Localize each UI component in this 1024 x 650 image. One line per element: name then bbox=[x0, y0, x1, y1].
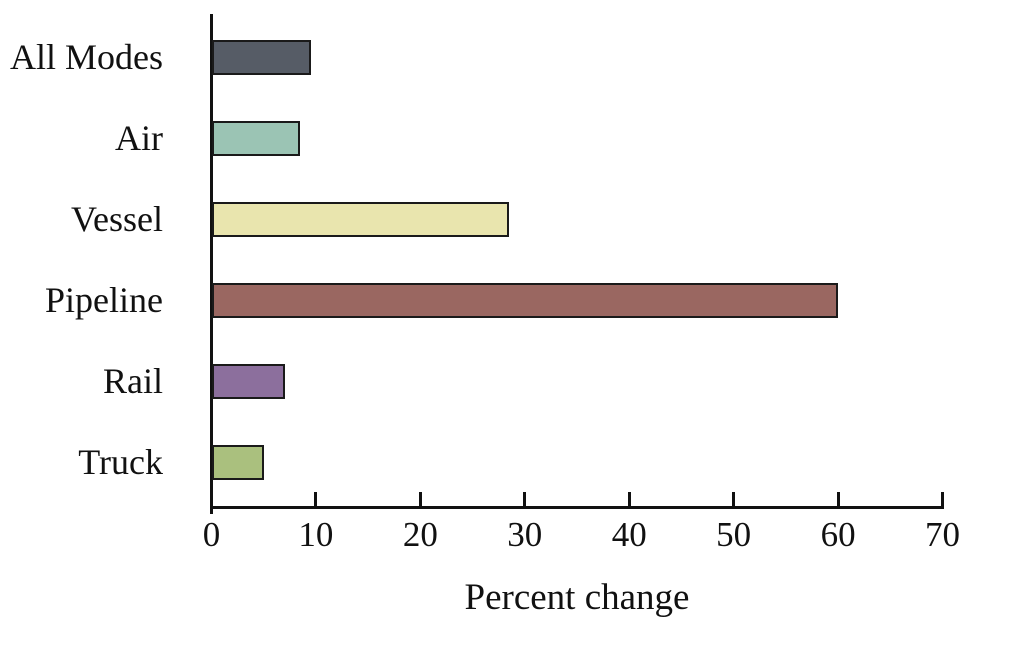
y-axis-line bbox=[210, 14, 213, 514]
x-tick-50 bbox=[732, 492, 736, 506]
x-tick-label-70: 70 bbox=[925, 515, 960, 554]
x-axis-line bbox=[210, 506, 944, 509]
bar-vessel bbox=[211, 202, 510, 237]
x-tick-label-20: 20 bbox=[402, 515, 438, 554]
category-label-truck: Truck bbox=[78, 442, 163, 482]
bar-rail bbox=[211, 364, 285, 399]
x-tick-label-10: 10 bbox=[298, 515, 334, 554]
x-tick-0 bbox=[210, 492, 213, 506]
x-tick-label-50: 50 bbox=[716, 515, 752, 554]
bar-air bbox=[211, 121, 301, 156]
x-tick-label-60: 60 bbox=[820, 515, 856, 554]
category-label-pipeline: Pipeline bbox=[45, 280, 163, 320]
category-label-vessel: Vessel bbox=[71, 199, 163, 239]
x-tick-label-0: 0 bbox=[202, 515, 221, 554]
x-tick-70 bbox=[941, 492, 944, 506]
x-tick-label-30: 30 bbox=[507, 515, 543, 554]
x-tick-40 bbox=[627, 492, 631, 506]
category-label-rail: Rail bbox=[103, 361, 163, 401]
x-tick-60 bbox=[836, 492, 840, 506]
bar-all-modes bbox=[211, 40, 311, 75]
bar-truck bbox=[211, 445, 264, 480]
x-tick-30 bbox=[523, 492, 527, 506]
x-tick-label-40: 40 bbox=[611, 515, 647, 554]
x-tick-10 bbox=[314, 492, 318, 506]
category-label-air: Air bbox=[115, 118, 163, 158]
x-tick-20 bbox=[418, 492, 422, 506]
category-label-all-modes: All Modes bbox=[10, 37, 163, 77]
bar-pipeline bbox=[211, 283, 839, 318]
x-axis-title: Percent change bbox=[464, 577, 690, 618]
